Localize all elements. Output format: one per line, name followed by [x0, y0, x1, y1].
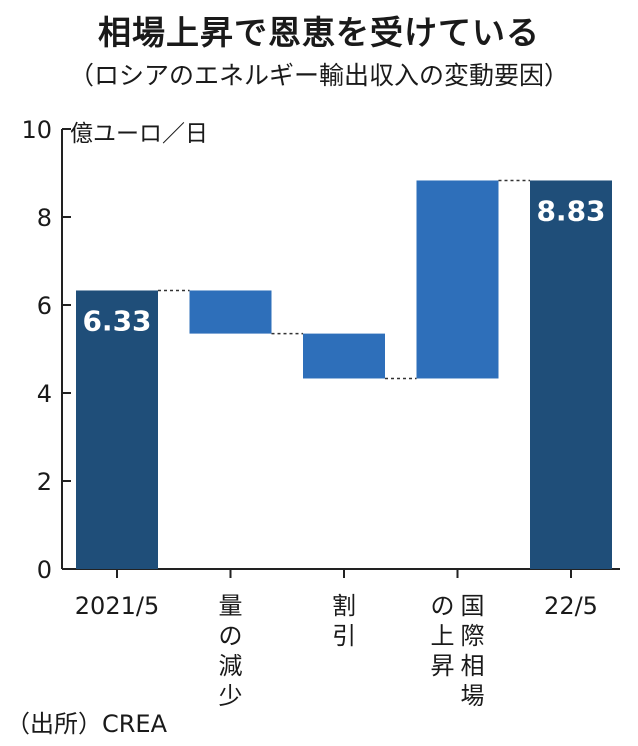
chart-subtitle: （ロシアのエネルギー輸出収入の変動要因）: [68, 61, 569, 90]
y-tick-label: 8: [37, 204, 52, 232]
change-bar: [416, 180, 499, 379]
y-tick-label: 4: [37, 380, 52, 408]
x-category-label-char: 相: [461, 652, 485, 680]
bar-value-label: 8.83: [536, 194, 605, 227]
change-bar: [303, 333, 385, 379]
source-note: （出所）CREA: [6, 710, 168, 738]
y-tick-label: 2: [37, 468, 52, 496]
total-bar: [76, 290, 158, 569]
x-category-label-char: の: [431, 592, 455, 620]
chart-title: 相場上昇で恩恵を受けている: [98, 13, 540, 52]
y-tick-label: 0: [37, 556, 52, 584]
x-category-label-char: 上: [431, 622, 455, 650]
x-category-label-char: 減: [219, 652, 243, 680]
total-bar: [530, 180, 612, 570]
y-tick-label: 6: [37, 292, 52, 320]
bar-value-label: 6.33: [82, 304, 151, 337]
x-category-label-char: 引: [332, 622, 356, 650]
y-axis-unit-label: 億ユーロ／日: [70, 121, 208, 147]
y-tick-label: 10: [21, 116, 52, 144]
x-category-label-char: 少: [219, 682, 243, 710]
x-category-label-char: 際: [461, 622, 485, 650]
x-category-label-char: 国: [461, 592, 485, 620]
x-category-label-char: 割: [332, 592, 356, 620]
x-category-label: 2021/5: [75, 592, 159, 620]
x-category-label-char: 昇: [431, 652, 455, 680]
x-category-label-char: 量: [219, 592, 243, 620]
change-bar: [189, 290, 272, 334]
x-category-label-char: の: [219, 622, 243, 650]
x-category-label-char: 場: [461, 682, 485, 710]
x-category-label: 22/5: [544, 592, 598, 620]
